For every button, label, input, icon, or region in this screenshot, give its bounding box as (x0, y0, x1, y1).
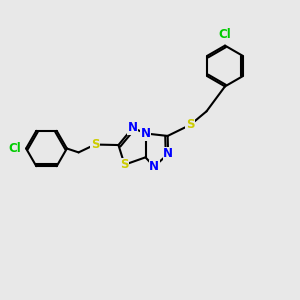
Text: N: N (140, 127, 151, 140)
Text: S: S (186, 118, 194, 131)
Text: Cl: Cl (219, 28, 231, 41)
Text: S: S (120, 158, 129, 171)
Text: N: N (163, 147, 173, 161)
Text: Cl: Cl (8, 142, 21, 155)
Text: N: N (149, 160, 159, 173)
Text: N: N (128, 121, 138, 134)
Text: S: S (91, 138, 99, 151)
